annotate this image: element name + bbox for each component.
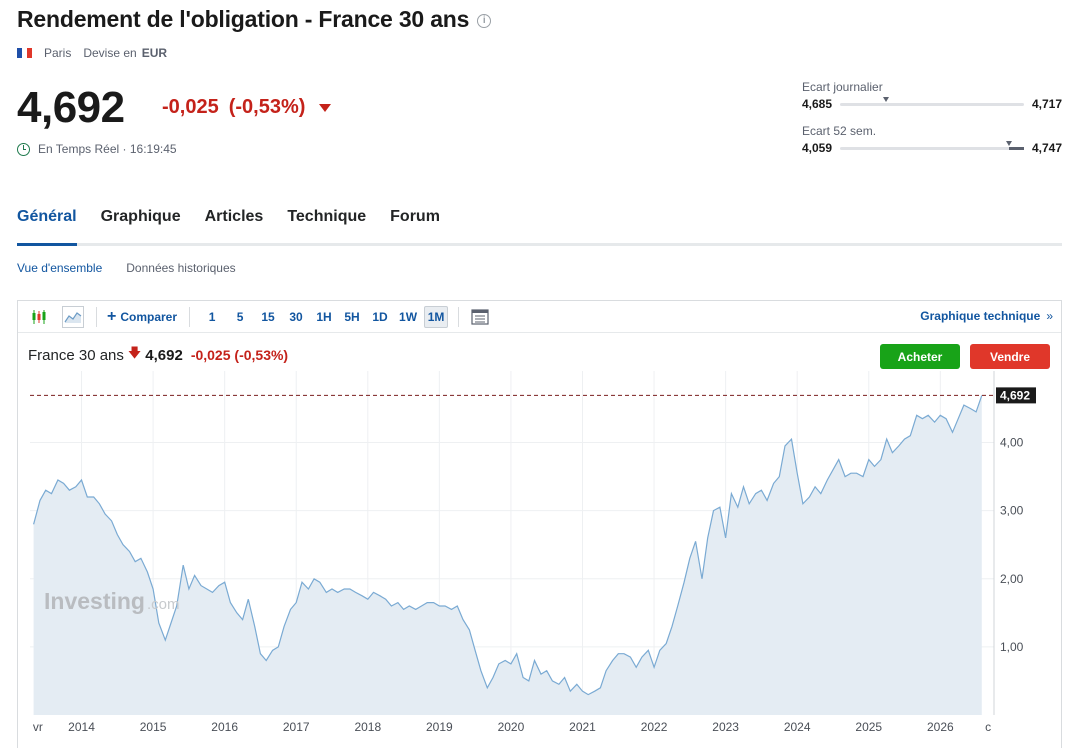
realtime-status: En Temps Réel · 16:19:45 xyxy=(17,142,177,156)
y-tick-label: 4,00 xyxy=(1000,436,1024,450)
price-change: -0,025 (-0,53%) xyxy=(162,96,332,119)
tab-forum[interactable]: Forum xyxy=(390,208,440,225)
chart-instrument-name: France 30 ans xyxy=(28,346,124,364)
week52-range-bar xyxy=(840,140,1024,150)
daily-range-low: 4,685 xyxy=(802,97,833,111)
quote-time: 16:19:45 xyxy=(129,142,177,156)
x-tick-label: 2014 xyxy=(68,720,95,734)
exchange-city: Paris xyxy=(44,46,72,60)
double-chevron-icon: » xyxy=(1046,309,1053,323)
subtab-overview[interactable]: Vue d'ensemble xyxy=(17,261,103,275)
series-line xyxy=(33,395,983,696)
compare-button[interactable]: + Comparer xyxy=(107,308,177,326)
realtime-label: En Temps Réel xyxy=(38,142,120,156)
period-1[interactable]: 1 xyxy=(208,309,216,324)
x-tick-label: 2020 xyxy=(498,720,525,734)
period-5[interactable]: 5 xyxy=(236,309,244,324)
x-tick-label: 2023 xyxy=(712,720,739,734)
daily-range-marker xyxy=(883,96,890,102)
week52-range-high: 4,747 xyxy=(1031,141,1062,155)
sell-button[interactable]: Vendre xyxy=(970,344,1050,369)
subtab-historical-data[interactable]: Données historiques xyxy=(126,261,236,275)
main-tabs: Général Graphique Articles Technique For… xyxy=(17,208,1062,246)
tab-articles[interactable]: Articles xyxy=(204,208,264,225)
down-arrow-icon xyxy=(319,103,332,112)
toolbar-divider xyxy=(458,306,460,327)
chart-toolbar: + Comparer 1 5 15 30 1H 5H 1D 1W 1M Grap… xyxy=(18,301,1061,333)
clock-icon xyxy=(17,142,30,156)
down-arrow-icon: 🡇 xyxy=(127,345,142,360)
chart-price: 4,692 xyxy=(145,346,183,364)
period-1d[interactable]: 1D xyxy=(372,309,388,324)
chart-change-percent: (-0,53%) xyxy=(234,347,289,363)
last-price: 4,692 xyxy=(17,83,125,132)
period-1h[interactable]: 1H xyxy=(316,309,332,324)
x-tick-label: 2016 xyxy=(211,720,238,734)
tab-general[interactable]: Général xyxy=(17,208,77,246)
period-15[interactable]: 15 xyxy=(261,309,275,324)
france-flag-icon xyxy=(17,48,32,58)
change-percent: (-0,53%) xyxy=(228,96,306,118)
currency-label: Devise en xyxy=(83,46,137,60)
compare-label: Comparer xyxy=(120,309,178,324)
week52-range-label: Ecart 52 sem. xyxy=(802,124,877,138)
area-chart-icon[interactable] xyxy=(62,305,84,328)
x-tick-label: 2015 xyxy=(140,720,167,734)
daily-range: Ecart journalier 4,685 4,717 xyxy=(802,80,1062,111)
info-icon[interactable]: i xyxy=(477,13,492,28)
technical-chart-link[interactable]: Graphique technique » xyxy=(920,309,1053,323)
toolbar-divider xyxy=(96,306,97,327)
realtime-separator: · xyxy=(122,142,127,156)
period-5h[interactable]: 5H xyxy=(344,309,360,324)
currency-value: EUR xyxy=(141,46,168,60)
x-tick-label: 2017 xyxy=(283,720,310,734)
y-tick-label: 2,00 xyxy=(1000,572,1024,586)
period-30[interactable]: 30 xyxy=(289,309,303,324)
x-tick-label: c xyxy=(985,720,991,734)
y-tick-label: 3,00 xyxy=(1000,504,1024,518)
title-row: Rendement de l'obligation - France 30 an… xyxy=(17,6,492,33)
toolbar-divider xyxy=(189,306,191,327)
x-tick-label: 2019 xyxy=(426,720,453,734)
price-chart[interactable]: 1,00 2,00 3,00 4,00 vr 2014 2015 2016 2017 2018 20… xyxy=(18,371,1061,748)
change-value: -0,025 xyxy=(162,96,219,118)
chart-panel: + Comparer 1 5 15 30 1H 5H 1D 1W 1M Grap… xyxy=(17,300,1062,748)
week52-range-marker xyxy=(1006,140,1013,146)
x-tick-label: vr xyxy=(33,720,43,734)
chart-change-value: -0,025 xyxy=(190,347,231,363)
x-tick-label: 2018 xyxy=(354,720,381,734)
week52-range-low: 4,059 xyxy=(802,141,833,155)
x-tick-label: 2022 xyxy=(641,720,668,734)
watermark-logo: Investing xyxy=(44,588,145,614)
sub-tabs: Vue d'ensemble Données historiques xyxy=(17,261,236,275)
candlestick-chart-icon[interactable] xyxy=(28,306,50,328)
week52-range-fill xyxy=(1009,146,1024,150)
x-tick-label: 2024 xyxy=(784,720,811,734)
last-price-badge xyxy=(996,387,1036,404)
technical-chart-label: Graphique technique xyxy=(920,309,1041,323)
daily-range-label: Ecart journalier xyxy=(802,80,883,94)
page-title: Rendement de l'obligation - France 30 an… xyxy=(17,6,470,32)
series-area xyxy=(33,395,982,715)
tab-graphique[interactable]: Graphique xyxy=(100,208,181,225)
tab-technique[interactable]: Technique xyxy=(287,208,367,225)
period-1m[interactable]: 1M xyxy=(424,305,449,328)
chart-table-icon[interactable] xyxy=(469,306,491,328)
last-price-label: 4,692 xyxy=(1000,388,1030,402)
daily-range-bar xyxy=(840,96,1024,106)
instrument-meta: Paris Devise en EUR xyxy=(17,46,167,60)
daily-range-high: 4,717 xyxy=(1031,97,1062,111)
x-tick-label: 2021 xyxy=(569,720,596,734)
buy-button[interactable]: Acheter xyxy=(880,344,960,369)
week52-range: Ecart 52 sem. 4,059 4,747 xyxy=(802,124,1062,155)
watermark-suffix: .com xyxy=(147,596,180,613)
chart-quote: France 30 ans 🡇 4,692 -0,025 (-0,53%) xyxy=(28,344,288,366)
chart-change: -0,025 (-0,53%) xyxy=(191,347,288,363)
x-tick-label: 2026 xyxy=(927,720,954,734)
y-tick-label: 1,00 xyxy=(1000,640,1024,654)
plus-icon: + xyxy=(107,307,117,325)
x-tick-label: 2025 xyxy=(855,720,882,734)
period-1w[interactable]: 1W xyxy=(399,309,418,324)
